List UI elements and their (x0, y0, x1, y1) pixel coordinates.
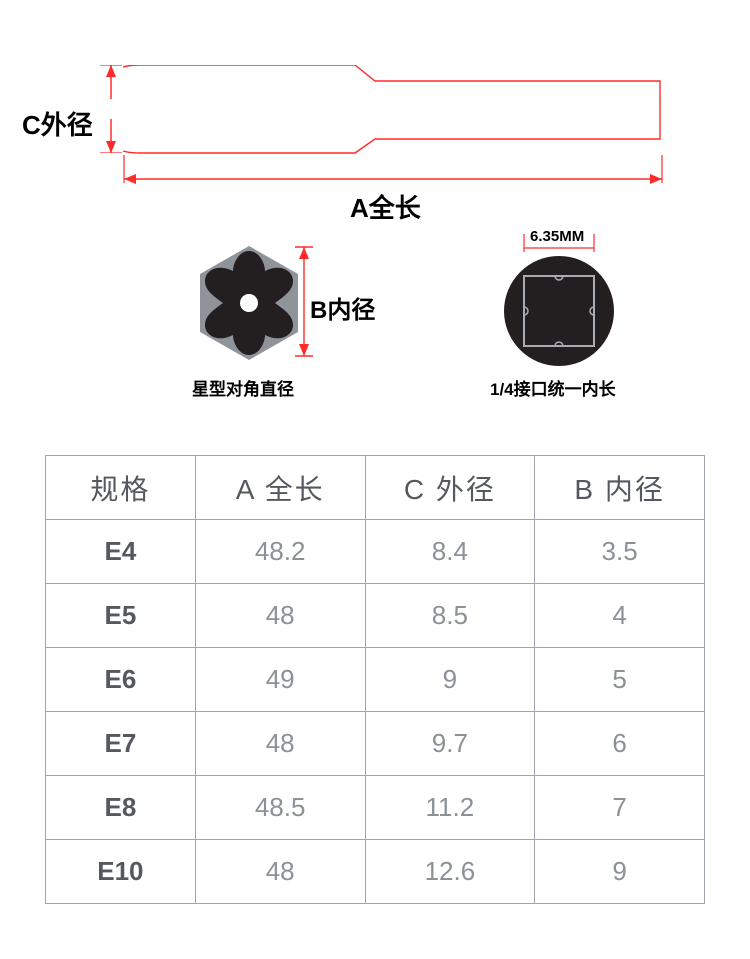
square-drive-icon (500, 252, 618, 370)
value-cell: 9 (535, 840, 705, 904)
table-row: E448.28.43.5 (46, 520, 705, 584)
specifications-table: 规格 A 全长 C 外径 B 内径 E448.28.43.5E5488.54E6… (45, 455, 705, 904)
square-drive-size-label: 6.35MM (530, 228, 584, 245)
value-cell: 48.5 (195, 776, 365, 840)
square-drive-caption: 1/4接口统一内长 (490, 375, 616, 400)
value-cell: 49 (195, 648, 365, 712)
spec-cell: E10 (46, 840, 196, 904)
spec-cell: E8 (46, 776, 196, 840)
cross-section-diagrams: B内径 星型对角直径 6.35MM 1/4接口统一内长 (0, 230, 750, 430)
a-dimension-line (122, 155, 666, 189)
table-row: E64995 (46, 648, 705, 712)
value-cell: 3.5 (535, 520, 705, 584)
side-profile-diagram: C外径 A全长 (0, 20, 750, 210)
b-inner-diameter-label: B内径 (310, 290, 375, 325)
torx-star-icon (190, 240, 308, 366)
value-cell: 9 (365, 648, 535, 712)
value-cell: 48 (195, 840, 365, 904)
spec-cell: E4 (46, 520, 196, 584)
table-header-row: 规格 A 全长 C 外径 B 内径 (46, 456, 705, 520)
spec-cell: E7 (46, 712, 196, 776)
table-row: E104812.69 (46, 840, 705, 904)
header-b-inner: B 内径 (535, 456, 705, 520)
c-outer-diameter-label: C外径 (22, 105, 93, 142)
value-cell: 11.2 (365, 776, 535, 840)
value-cell: 48 (195, 712, 365, 776)
table-row: E7489.76 (46, 712, 705, 776)
value-cell: 9.7 (365, 712, 535, 776)
header-c-outer: C 外径 (365, 456, 535, 520)
header-a-length: A 全长 (195, 456, 365, 520)
table-row: E5488.54 (46, 584, 705, 648)
value-cell: 8.4 (365, 520, 535, 584)
header-spec: 规格 (46, 456, 196, 520)
table-row: E848.511.27 (46, 776, 705, 840)
spec-cell: E5 (46, 584, 196, 648)
value-cell: 8.5 (365, 584, 535, 648)
value-cell: 4 (535, 584, 705, 648)
value-cell: 48 (195, 584, 365, 648)
value-cell: 7 (535, 776, 705, 840)
value-cell: 6 (535, 712, 705, 776)
value-cell: 12.6 (365, 840, 535, 904)
value-cell: 48.2 (195, 520, 365, 584)
star-diagonal-caption: 星型对角直径 (192, 375, 294, 400)
spec-cell: E6 (46, 648, 196, 712)
a-total-length-label: A全长 (350, 188, 421, 225)
value-cell: 5 (535, 648, 705, 712)
